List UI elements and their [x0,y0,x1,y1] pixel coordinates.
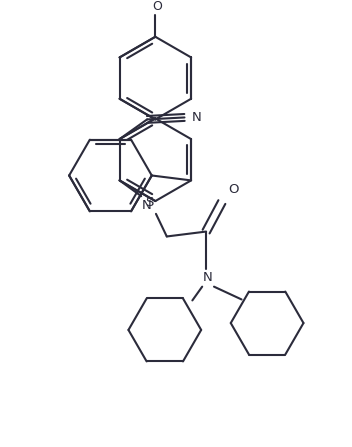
Text: O: O [228,183,239,196]
Text: N: N [142,199,151,212]
Text: S: S [145,195,153,209]
Text: O: O [152,0,162,13]
Text: N: N [191,111,201,124]
Text: N: N [203,271,213,284]
